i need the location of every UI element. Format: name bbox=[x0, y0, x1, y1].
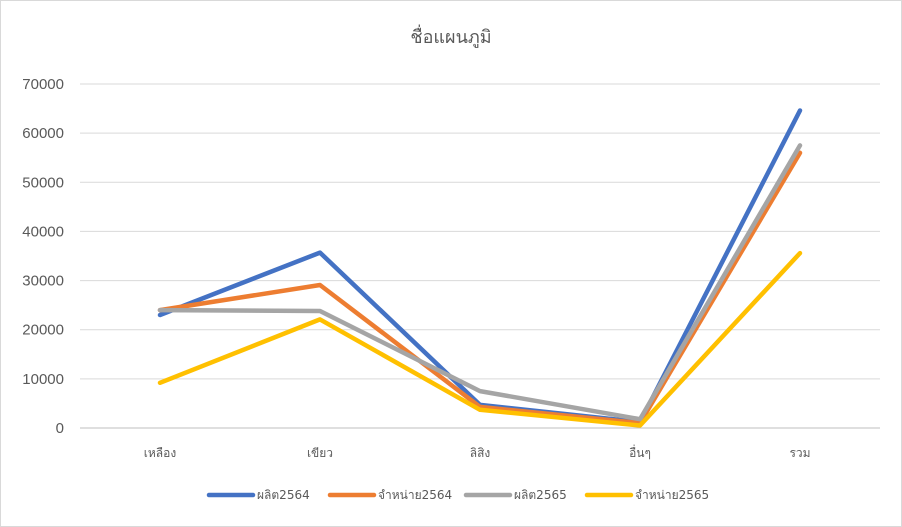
y-tick-label: 0 bbox=[56, 420, 64, 437]
legend-item: ผลิต2565 bbox=[463, 488, 567, 502]
x-tick-label: เหลือง bbox=[144, 446, 176, 460]
series-line bbox=[157, 108, 803, 425]
y-tick-label: 30000 bbox=[22, 273, 64, 290]
x-tick-label: อื่นๆ bbox=[629, 444, 651, 460]
x-tick-label: ลิสิง bbox=[470, 446, 491, 460]
series-line bbox=[157, 250, 803, 428]
legend-item: จำหน่าย2564 bbox=[327, 488, 452, 502]
series-lines bbox=[157, 108, 803, 428]
legend-label: จำหน่าย2565 bbox=[635, 488, 709, 502]
series-line bbox=[157, 143, 803, 422]
gridlines bbox=[80, 83, 880, 429]
y-tick-label: 20000 bbox=[22, 322, 64, 339]
y-tick-label: 10000 bbox=[22, 371, 64, 388]
x-tick-label: รวม bbox=[789, 446, 810, 460]
legend-item: ผลิต2564 bbox=[206, 488, 310, 502]
legend-label: จำหน่าย2564 bbox=[378, 488, 452, 502]
x-axis-ticks: เหลือง เขียว ลิสิง อื่นๆ รวม bbox=[144, 444, 811, 460]
y-tick-label: 70000 bbox=[22, 76, 64, 93]
y-tick-label: 60000 bbox=[22, 125, 64, 142]
legend-label: ผลิต2564 bbox=[257, 488, 310, 502]
legend-label: ผลิต2565 bbox=[514, 488, 567, 502]
y-tick-label: 50000 bbox=[22, 174, 64, 191]
y-tick-label: 40000 bbox=[22, 223, 64, 240]
legend: ผลิต2564 จำหน่าย2564 ผลิต2565 จำหน่าย2565 bbox=[206, 488, 709, 502]
y-axis-ticks: 0 10000 20000 30000 40000 50000 60000 70000 bbox=[22, 76, 64, 437]
x-tick-label: เขียว bbox=[307, 446, 333, 460]
legend-item: จำหน่าย2565 bbox=[584, 488, 709, 502]
series-line bbox=[157, 150, 803, 426]
chart-title: ชื่อแผนภูมิ bbox=[410, 24, 491, 48]
